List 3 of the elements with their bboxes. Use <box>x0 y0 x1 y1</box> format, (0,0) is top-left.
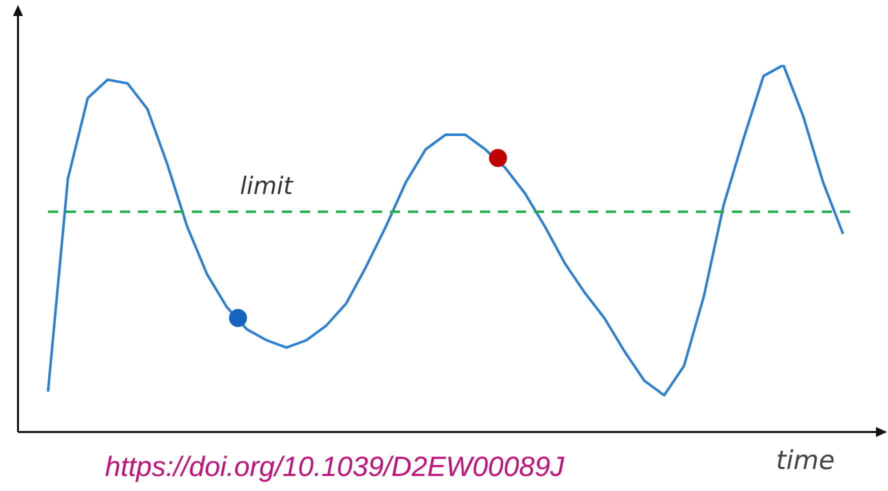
text: https://doi.org/10.1039/D2EW00089J <box>105 450 566 482</box>
x-axis-title: time <box>776 446 835 476</box>
ref-line-label: limit <box>240 172 294 200</box>
